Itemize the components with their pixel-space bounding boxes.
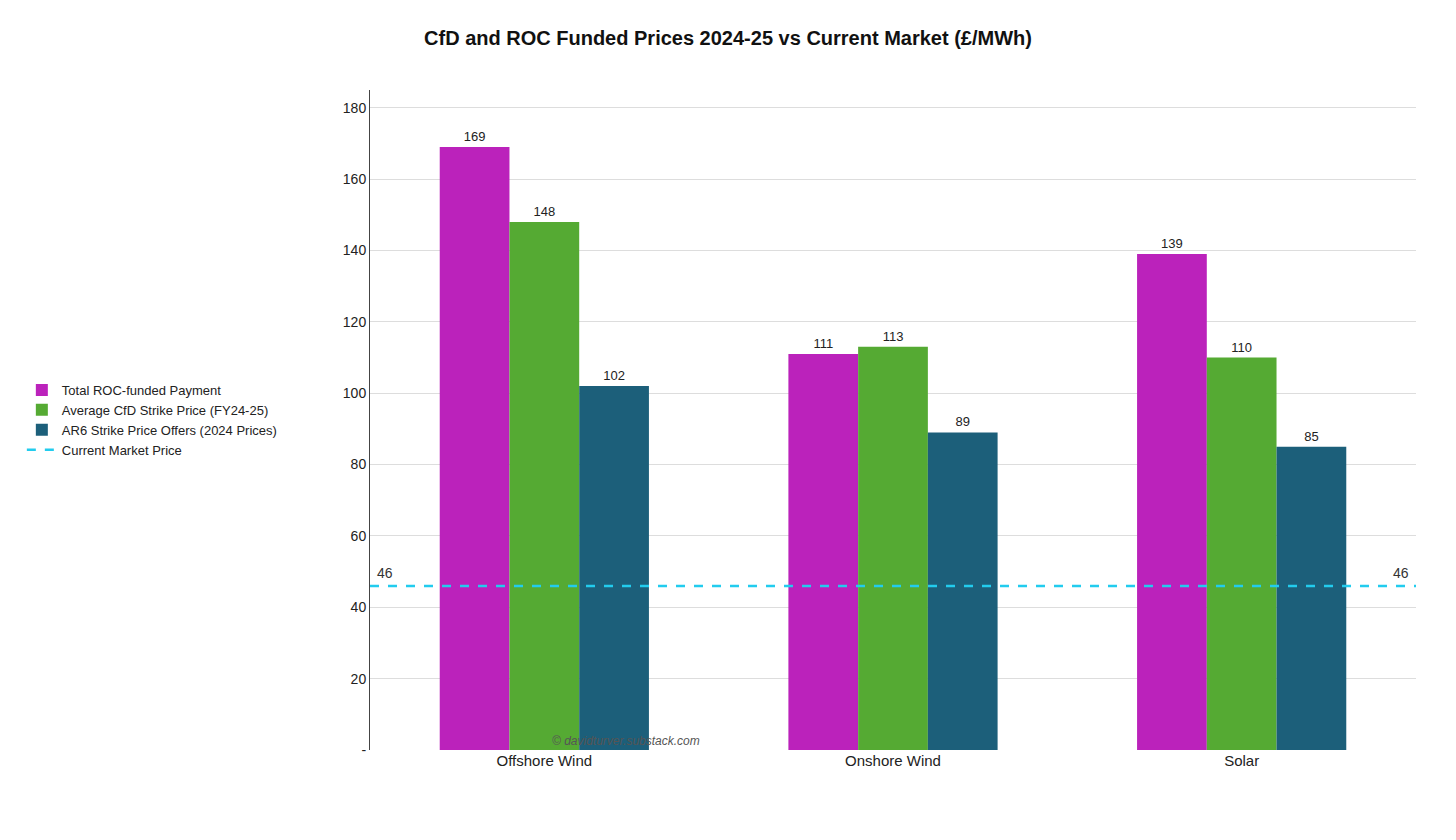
svg-text:AR6 Strike Price Offers (2024: AR6 Strike Price Offers (2024 Prices) xyxy=(62,423,277,438)
svg-text:-: - xyxy=(362,742,367,758)
svg-text:CfD and ROC Funded Prices 2024: CfD and ROC Funded Prices 2024-25 vs Cur… xyxy=(424,27,1032,49)
svg-text:46: 46 xyxy=(377,565,393,581)
svg-text:148: 148 xyxy=(533,204,555,219)
svg-text:113: 113 xyxy=(883,329,904,344)
svg-text:Onshore Wind: Onshore Wind xyxy=(845,752,941,769)
svg-text:60: 60 xyxy=(351,528,367,544)
svg-text:120: 120 xyxy=(343,314,367,330)
svg-text:© davidturver.substack.com: © davidturver.substack.com xyxy=(552,734,700,748)
svg-text:Current Market Price: Current Market Price xyxy=(62,443,182,458)
svg-text:46: 46 xyxy=(1393,565,1409,581)
svg-text:100: 100 xyxy=(343,385,367,401)
svg-text:Offshore Wind: Offshore Wind xyxy=(497,752,593,769)
svg-text:Total ROC-funded Payment: Total ROC-funded Payment xyxy=(62,383,221,398)
svg-text:80: 80 xyxy=(351,456,367,472)
svg-text:111: 111 xyxy=(813,336,833,351)
svg-text:180: 180 xyxy=(343,100,367,116)
svg-text:102: 102 xyxy=(603,368,625,383)
svg-text:160: 160 xyxy=(343,171,367,187)
svg-text:20: 20 xyxy=(351,671,367,687)
svg-text:139: 139 xyxy=(1161,236,1183,251)
svg-text:40: 40 xyxy=(351,599,367,615)
svg-text:Solar: Solar xyxy=(1224,752,1259,769)
svg-text:110: 110 xyxy=(1231,340,1252,355)
svg-text:85: 85 xyxy=(1304,429,1318,444)
svg-text:140: 140 xyxy=(343,242,367,258)
svg-text:Average CfD Strike Price (FY24: Average CfD Strike Price (FY24-25) xyxy=(62,403,268,418)
svg-text:89: 89 xyxy=(956,414,970,429)
svg-text:169: 169 xyxy=(464,129,486,144)
